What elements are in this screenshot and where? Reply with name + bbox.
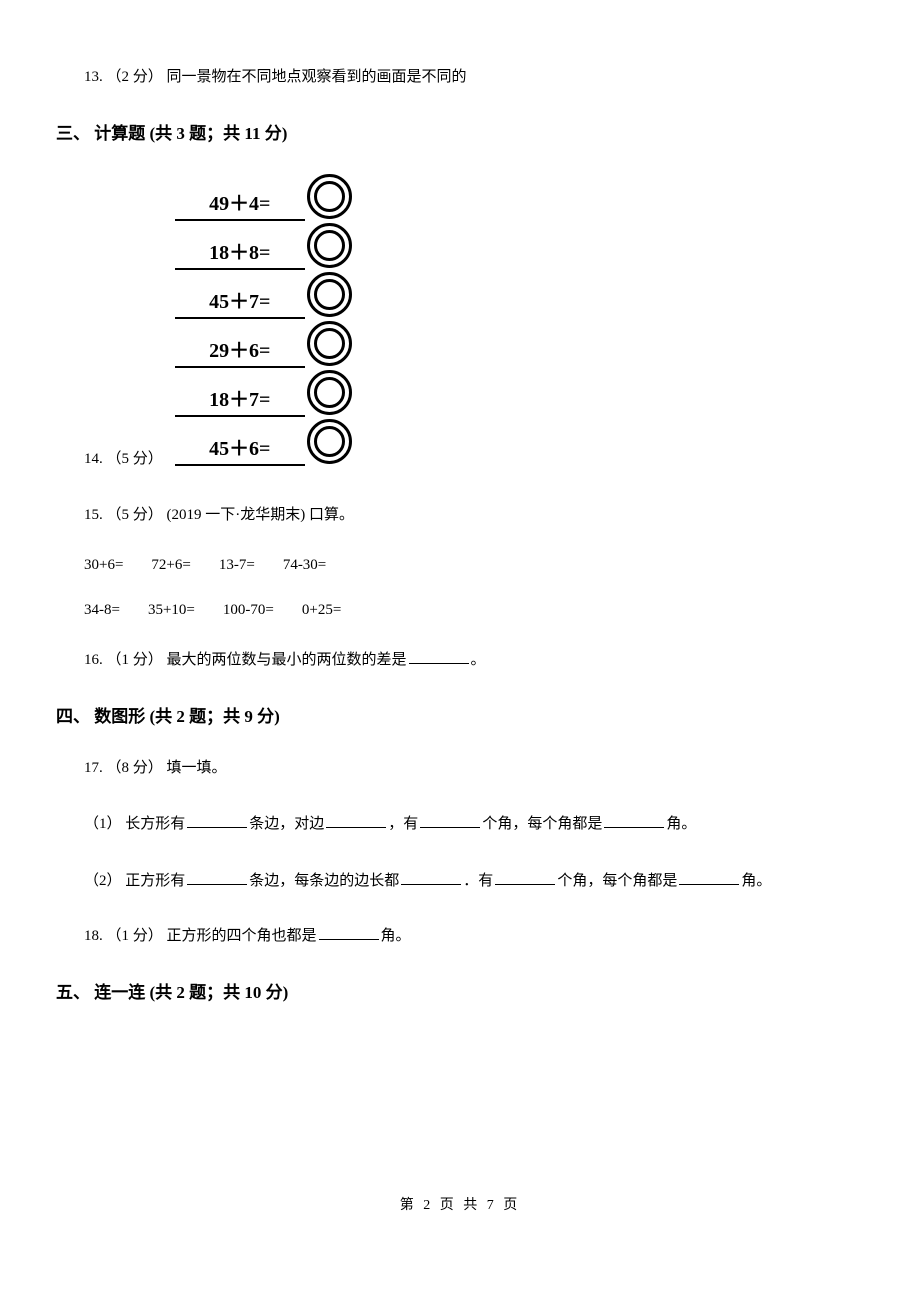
calc-row: 18＋8=	[175, 221, 354, 270]
calc-expr: 18＋8=	[175, 221, 305, 270]
calc-expr: 29＋6=	[175, 319, 305, 368]
calc-circle	[305, 368, 354, 417]
calc-item: 35+10=	[148, 602, 195, 619]
text: 正方形有	[122, 873, 186, 889]
calc-circle	[305, 172, 354, 221]
section-3-header: 三、 计算题 (共 3 题；共 11 分)	[56, 119, 864, 144]
blank	[401, 870, 461, 885]
calc-item: 0+25=	[302, 602, 341, 619]
calc-expr: 18＋7=	[175, 368, 305, 417]
calc-expr: 49＋4=	[175, 172, 305, 221]
q17-label: 17. （8 分） 填一填。	[84, 755, 864, 782]
calc-circle	[305, 221, 354, 270]
q16-prefix: 16. （1 分） 最大的两位数与最小的两位数的差是	[84, 652, 407, 668]
calc-item: 74-30=	[283, 557, 326, 574]
calc-item: 30+6=	[84, 557, 123, 574]
blank	[679, 870, 739, 885]
text: ．有	[463, 873, 493, 889]
calc-row: 49＋4=	[175, 172, 354, 221]
calc-figure: 49＋4= 18＋8= 45＋7= 29＋6= 18＋7=	[175, 172, 354, 466]
inner-circle	[315, 183, 343, 211]
q15-row1: 30+6= 72+6= 13-7= 74-30=	[84, 557, 864, 574]
blank	[420, 813, 480, 828]
blank	[326, 813, 386, 828]
calc-circle	[305, 270, 354, 319]
blank	[187, 870, 247, 885]
blank	[409, 649, 469, 664]
text: 个角，每个角都是	[482, 816, 602, 832]
q16: 16. （1 分） 最大的两位数与最小的两位数的差是 。	[84, 647, 864, 674]
text: 个角，每个角都是	[557, 873, 677, 889]
text: ，有	[388, 816, 418, 832]
text: 条边，对边	[249, 816, 324, 832]
q17-sub1: （1） 长方形有 条边，对边 ，有 个角，每个角都是 角。	[84, 810, 864, 839]
blank	[604, 813, 664, 828]
q15-row2: 34-8= 35+10= 100-70= 0+25=	[84, 602, 864, 619]
q16-suffix: 。	[471, 652, 486, 668]
calc-item: 34-8=	[84, 602, 120, 619]
q13: 13. （2 分） 同一景物在不同地点观察看到的画面是不同的	[84, 64, 864, 91]
text: 长方形有	[122, 816, 186, 832]
text: 条边，每条边的边长都	[249, 873, 399, 889]
blank	[319, 925, 379, 940]
calc-item: 13-7=	[219, 557, 255, 574]
page-footer: 第 2 页 共 7 页	[0, 1194, 920, 1214]
sub-num: （1）	[84, 816, 122, 832]
blank	[187, 813, 247, 828]
calc-row: 45＋7=	[175, 270, 354, 319]
calc-circle	[305, 319, 354, 368]
q17-sub2: （2） 正方形有 条边，每条边的边长都 ．有 个角，每个角都是 角。	[84, 867, 864, 896]
calc-row: 29＋6=	[175, 319, 354, 368]
q18-suffix: 角。	[381, 928, 411, 944]
blank	[495, 870, 555, 885]
text: 角。	[741, 873, 771, 889]
q18-prefix: 18. （1 分） 正方形的四个角也都是	[84, 928, 317, 944]
q15-label: 15. （5 分） (2019 一下·龙华期末) 口算。	[84, 502, 864, 529]
calc-row: 45＋6=	[175, 417, 354, 466]
q18: 18. （1 分） 正方形的四个角也都是 角。	[84, 923, 864, 950]
section-5-header: 五、 连一连 (共 2 题；共 10 分)	[56, 978, 864, 1003]
section-4-header: 四、 数图形 (共 2 题；共 9 分)	[56, 702, 864, 727]
calc-expr: 45＋6=	[175, 417, 305, 466]
calc-item: 100-70=	[223, 602, 274, 619]
calc-row: 18＋7=	[175, 368, 354, 417]
calc-expr: 45＋7=	[175, 270, 305, 319]
calc-item: 72+6=	[151, 557, 190, 574]
text: 角。	[666, 816, 696, 832]
q14-label: 14. （5 分）	[84, 447, 163, 470]
q14-row: 14. （5 分） 49＋4= 18＋8= 45＋7= 29＋6=	[56, 172, 864, 470]
sub-num: （2）	[84, 873, 122, 889]
calc-circle	[305, 417, 354, 466]
